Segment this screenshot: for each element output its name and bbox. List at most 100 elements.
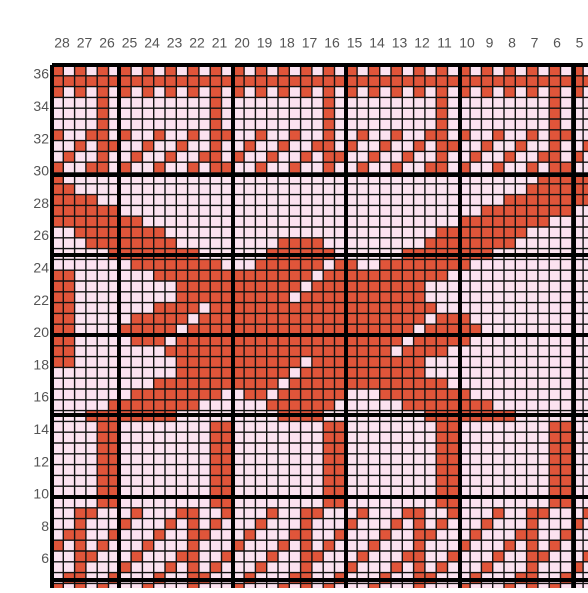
cell xyxy=(300,194,312,206)
cell xyxy=(424,367,437,379)
cell xyxy=(232,194,245,206)
cell xyxy=(526,119,538,130)
cell xyxy=(549,345,561,357)
cell xyxy=(63,486,75,497)
cell xyxy=(447,389,459,400)
cell xyxy=(368,302,380,314)
cell xyxy=(368,551,380,562)
cell xyxy=(504,529,516,541)
cell xyxy=(300,443,312,454)
cell xyxy=(198,65,211,76)
cell xyxy=(549,367,561,379)
column-label: 16 xyxy=(324,35,340,51)
cell xyxy=(560,205,572,217)
cell xyxy=(221,453,233,465)
cell xyxy=(560,378,572,389)
cell xyxy=(74,378,86,389)
cell xyxy=(357,367,369,379)
cell xyxy=(97,453,109,465)
cell xyxy=(537,335,550,346)
cell xyxy=(311,119,324,130)
cell xyxy=(278,281,290,292)
cell xyxy=(244,561,256,573)
cell xyxy=(266,367,278,379)
cell xyxy=(470,378,482,389)
cell xyxy=(334,302,346,314)
cell xyxy=(323,119,335,130)
cell xyxy=(289,205,301,217)
cell xyxy=(278,421,290,433)
cell xyxy=(119,162,132,173)
cell xyxy=(379,367,391,379)
cell xyxy=(379,507,391,519)
cell xyxy=(323,399,335,411)
cell xyxy=(492,443,504,454)
cell xyxy=(402,378,414,389)
cell xyxy=(176,173,188,184)
cell xyxy=(504,108,516,119)
cell xyxy=(345,216,358,227)
cell xyxy=(119,75,132,87)
cell xyxy=(379,551,391,562)
cell xyxy=(402,464,414,476)
cell xyxy=(436,270,448,281)
cell xyxy=(357,345,369,357)
cell xyxy=(481,561,493,573)
cell xyxy=(244,270,256,281)
cell xyxy=(515,75,527,87)
cell xyxy=(583,367,588,379)
cell xyxy=(278,464,290,476)
cell xyxy=(492,518,504,530)
cell xyxy=(131,432,143,443)
cell xyxy=(436,529,448,541)
cell xyxy=(266,389,278,400)
cell xyxy=(74,140,86,152)
cell xyxy=(255,65,267,76)
cell xyxy=(289,421,301,433)
cell xyxy=(278,302,290,314)
cell xyxy=(289,389,301,400)
cell xyxy=(255,345,267,357)
cell xyxy=(515,281,527,292)
cell xyxy=(413,173,425,184)
cell xyxy=(74,129,86,141)
cell xyxy=(232,129,245,141)
cell xyxy=(515,453,527,465)
cell xyxy=(232,464,245,476)
cell xyxy=(119,518,132,530)
cell xyxy=(458,237,471,249)
cell xyxy=(232,259,245,271)
cell xyxy=(300,227,312,238)
cell xyxy=(436,259,448,271)
cell xyxy=(334,345,346,357)
cell xyxy=(85,119,98,130)
cell xyxy=(131,205,143,217)
cell xyxy=(266,529,278,541)
cell xyxy=(379,75,391,87)
cell xyxy=(334,497,346,508)
cell xyxy=(198,108,211,119)
cell xyxy=(198,86,211,98)
cell xyxy=(187,151,199,163)
cell xyxy=(504,291,516,303)
cell xyxy=(119,453,132,465)
cell xyxy=(142,356,154,368)
cell xyxy=(515,356,527,368)
cell xyxy=(526,432,538,443)
cell xyxy=(221,507,233,519)
cell xyxy=(108,75,120,87)
cell xyxy=(278,205,290,217)
cell xyxy=(300,529,312,541)
cell xyxy=(232,561,245,573)
cell xyxy=(549,129,561,141)
cell xyxy=(515,97,527,109)
row-label: 28 xyxy=(33,195,49,211)
cell xyxy=(458,464,471,476)
cell xyxy=(402,389,414,400)
cell xyxy=(537,356,550,368)
cell xyxy=(334,324,346,335)
cell xyxy=(85,302,98,314)
cell xyxy=(583,291,588,303)
cell xyxy=(119,140,132,152)
cell xyxy=(470,486,482,497)
